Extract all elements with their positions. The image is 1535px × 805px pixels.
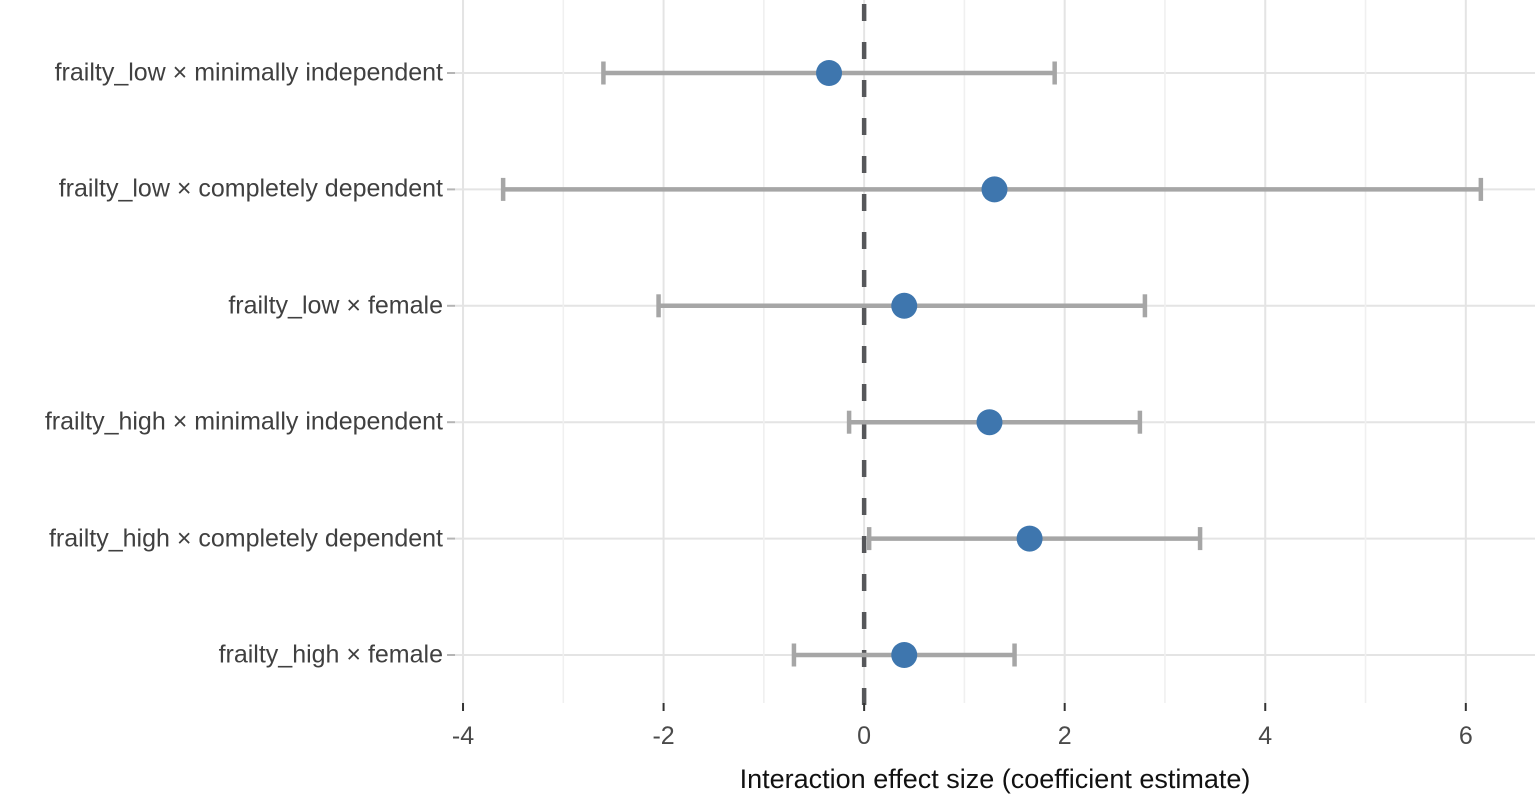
x-tick-label: 2 xyxy=(1058,722,1072,750)
point-estimate xyxy=(981,176,1008,203)
y-axis-label: frailty_high × minimally independent xyxy=(44,407,443,436)
x-axis-title: Interaction effect size (coefficient est… xyxy=(739,764,1251,794)
point-estimate xyxy=(816,60,843,86)
x-tick-label: -4 xyxy=(452,722,474,750)
y-axis-label: frailty_low × minimally independent xyxy=(54,58,443,87)
point-estimate xyxy=(891,642,918,668)
x-tick-label: 0 xyxy=(857,722,871,750)
y-axis-label: frailty_high × female xyxy=(218,640,443,669)
y-axis-label: frailty_low × completely dependent xyxy=(58,174,443,203)
x-tick-label: -2 xyxy=(652,722,674,750)
point-estimate xyxy=(976,409,1003,436)
point-estimate xyxy=(1016,525,1043,552)
point-estimate xyxy=(891,292,918,319)
y-axis-label: frailty_high × completely dependent xyxy=(48,524,443,553)
x-tick-label: 4 xyxy=(1258,722,1272,750)
y-axis-label: frailty_low × female xyxy=(228,291,443,320)
x-tick-label: 6 xyxy=(1459,722,1473,750)
